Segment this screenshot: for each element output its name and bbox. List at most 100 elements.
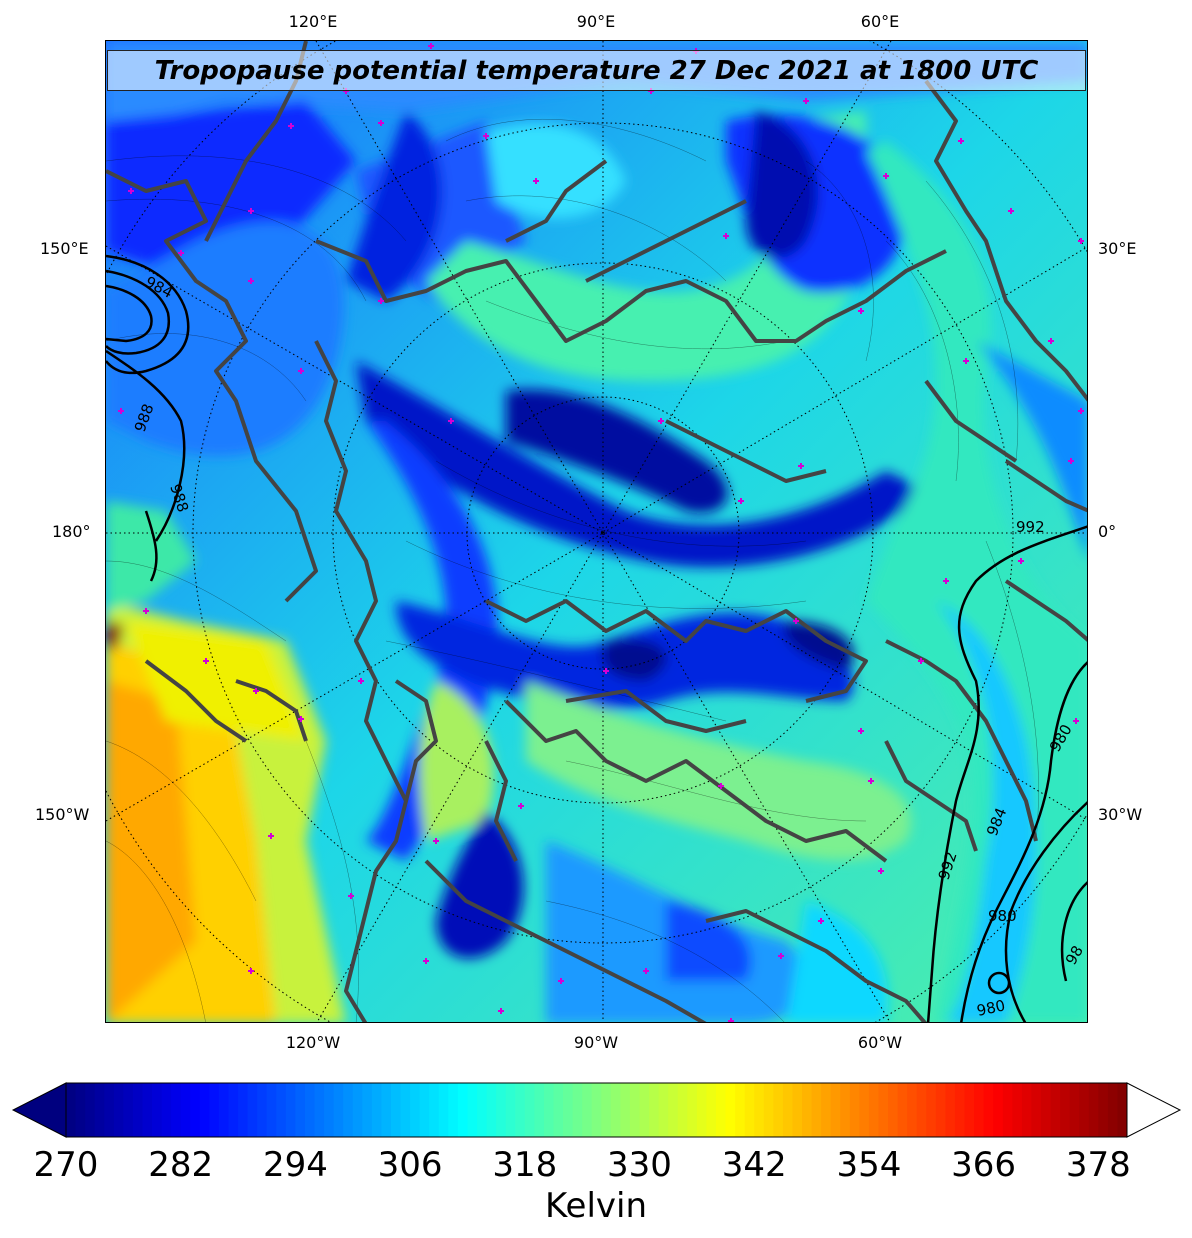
colorbar-tick-label: 330 — [607, 1145, 672, 1185]
colorbar-segment — [974, 1083, 985, 1137]
colorbar-segment — [1002, 1083, 1013, 1137]
colorbar-segment — [792, 1083, 803, 1137]
colorbar-segment — [448, 1083, 459, 1137]
colorbar-segment — [152, 1083, 163, 1137]
colorbar-segment — [352, 1083, 363, 1137]
colorbar-segment — [601, 1083, 612, 1137]
lon-label-right: 30°W — [1098, 805, 1143, 824]
colorbar-segment — [610, 1083, 621, 1137]
colorbar-segment — [926, 1083, 937, 1137]
colorbar-segment — [649, 1083, 660, 1137]
colorbar-segment — [735, 1083, 746, 1137]
colorbar-segment — [161, 1083, 172, 1137]
colorbar-segment — [563, 1083, 574, 1137]
lon-label-top: 120°E — [288, 12, 338, 31]
colorbar-segment — [362, 1083, 373, 1137]
title-box: Tropopause potential temperature 27 Dec … — [107, 50, 1086, 91]
colorbar-segment — [524, 1083, 535, 1137]
colorbar-segment — [477, 1083, 488, 1137]
colorbar-segment — [620, 1083, 631, 1137]
colorbar-segment — [849, 1083, 860, 1137]
lon-label-bottom: 120°W — [285, 1033, 341, 1052]
lon-label-top: 60°E — [860, 12, 900, 31]
colorbar-segment — [868, 1083, 880, 1137]
colorbar-tick-label: 378 — [1065, 1145, 1131, 1185]
colorbar-segment — [1079, 1083, 1090, 1137]
colorbar-max-extension — [1126, 1082, 1182, 1138]
colorbar-label: Kelvin — [544, 1186, 648, 1226]
colorbar-segment — [429, 1083, 440, 1137]
colorbar-segment — [228, 1083, 239, 1137]
colorbar-segment — [142, 1083, 153, 1137]
colorbar-segment — [1069, 1083, 1080, 1137]
colorbar-segment — [324, 1083, 335, 1137]
colorbar-tick-label: 294 — [262, 1145, 328, 1185]
colorbar-segment — [457, 1083, 469, 1137]
colorbar-segment — [811, 1083, 822, 1137]
map-title: Tropopause potential temperature 27 Dec … — [154, 55, 1039, 86]
colorbar-segment — [486, 1083, 497, 1137]
colorbar-segment — [935, 1083, 946, 1137]
colorbar-segment — [1021, 1083, 1033, 1137]
colorbar-segment — [123, 1083, 134, 1137]
colorbar-segment — [1117, 1083, 1128, 1137]
colorbar-segment — [993, 1083, 1004, 1137]
lon-label-left: 150°E — [40, 239, 89, 258]
colorbar-segment — [639, 1083, 650, 1137]
colorbar-segment — [954, 1083, 966, 1137]
colorbar-segment — [333, 1083, 344, 1137]
colorbar-min-extension — [11, 1082, 67, 1138]
colorbar-segment — [467, 1083, 478, 1137]
colorbar-segment — [190, 1083, 201, 1137]
colorbar-segment — [696, 1083, 708, 1137]
pressure-label: 980 — [988, 907, 1017, 925]
colorbar-segment — [687, 1083, 698, 1137]
colorbar-segment — [438, 1083, 449, 1137]
colorbar-segment — [553, 1083, 564, 1137]
colorbar-segment — [725, 1083, 736, 1137]
colorbar — [11, 1082, 1182, 1138]
colorbar-segment — [840, 1083, 851, 1137]
colorbar-segment — [515, 1083, 526, 1137]
temperature-isolines — [106, 119, 1039, 1022]
colorbar-segment — [505, 1083, 516, 1137]
colorbar-segment — [897, 1083, 908, 1137]
colorbar-segment — [830, 1083, 841, 1137]
colorbar-segment — [754, 1083, 765, 1137]
lon-label-left: 150°W — [35, 805, 90, 824]
lon-label-top: 90°E — [576, 12, 616, 31]
lon-label-left: 180° — [52, 522, 91, 541]
colorbar-segment — [658, 1083, 669, 1137]
colorbar-segment — [171, 1083, 182, 1137]
map-panel: 984 988 988 992 980 984 992 980 980 98 T… — [105, 40, 1088, 1023]
colorbar-segment — [543, 1083, 555, 1137]
colorbar-segment — [668, 1083, 679, 1137]
colorbar-segment — [381, 1083, 392, 1137]
colorbar-tick-label: 366 — [951, 1145, 1017, 1185]
lon-label-right: 0° — [1098, 522, 1117, 541]
station-markers — [118, 43, 1084, 1022]
colorbar-segment — [1050, 1083, 1061, 1137]
lon-label-bottom: 90°W — [573, 1033, 619, 1052]
colorbar-segment — [763, 1083, 774, 1137]
colorbar-segment — [257, 1083, 268, 1137]
colorbar-segment — [1098, 1083, 1109, 1137]
colorbar-segment — [916, 1083, 927, 1137]
colorbar-segment — [113, 1083, 124, 1137]
colorbar-tick-label: 318 — [492, 1145, 558, 1185]
colorbar-segment — [821, 1083, 832, 1137]
colorbar-segment — [907, 1083, 918, 1137]
colorbar-segment — [582, 1083, 593, 1137]
colorbar-segment — [591, 1083, 602, 1137]
colorbar-segment — [1040, 1083, 1052, 1137]
colorbar-segment — [104, 1083, 115, 1137]
colorbar-segment — [1012, 1083, 1023, 1137]
colorbar-tick-label: 270 — [33, 1145, 99, 1185]
colorbar-segment — [1088, 1083, 1099, 1137]
colorbar-segment — [180, 1083, 191, 1137]
colorbar-segment — [218, 1083, 230, 1137]
colorbar-segment — [1107, 1083, 1119, 1137]
colorbar-segment — [677, 1083, 688, 1137]
colorbar-tick-label: 354 — [836, 1145, 902, 1185]
colorbar-segment — [75, 1083, 86, 1137]
